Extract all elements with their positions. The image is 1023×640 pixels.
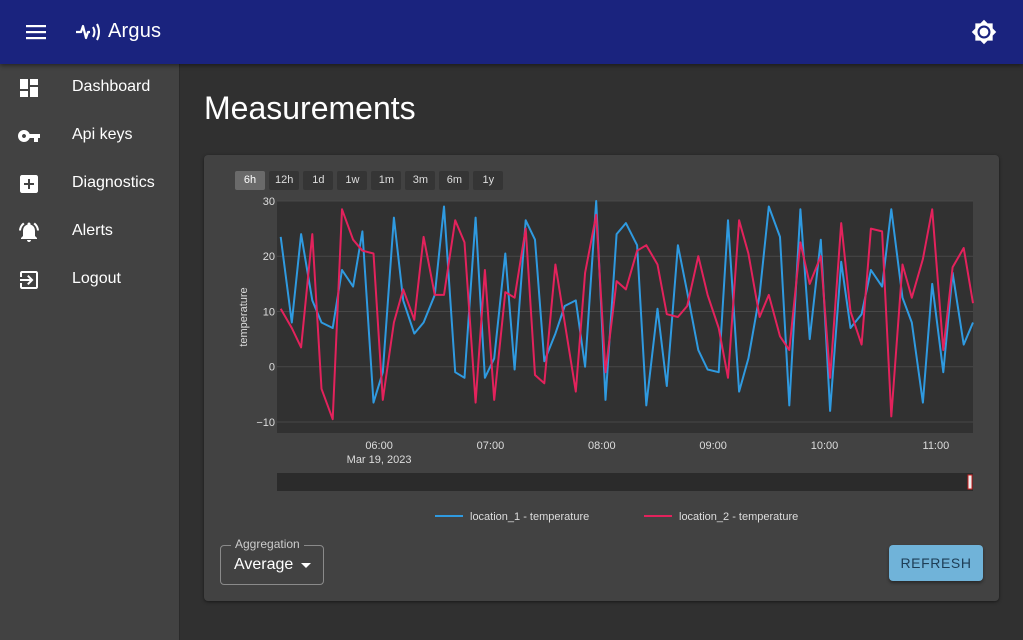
y-axis-label: temperature (238, 287, 250, 346)
pulse-logo-icon (75, 19, 103, 45)
caret-down-icon (301, 563, 311, 568)
range-button-1m[interactable]: 1m (371, 171, 402, 190)
sidebar-item-label: Diagnostics (72, 174, 155, 191)
key-icon (17, 124, 41, 148)
x-tick-label: 06:00 (365, 440, 393, 452)
range-button-6h[interactable]: 6h (235, 171, 265, 190)
y-tick-label: 30 (263, 196, 275, 208)
page-title: Measurements (204, 90, 416, 126)
brightness-icon[interactable] (971, 19, 997, 45)
sidebar-item-label: Logout (72, 270, 121, 287)
range-button-6m[interactable]: 6m (439, 171, 470, 190)
dashboard-icon (17, 76, 41, 100)
x-tick-sublabel: Mar 19, 2023 (347, 454, 412, 466)
sidebar-item-api-keys[interactable]: Api keys (0, 112, 179, 160)
sidebar-item-alerts[interactable]: Alerts (0, 208, 179, 256)
aggregation-value: Average (234, 556, 294, 573)
sidebar-item-logout[interactable]: Logout (0, 256, 179, 304)
x-tick-label: 07:00 (477, 440, 505, 452)
range-button-1w[interactable]: 1w (337, 171, 368, 190)
sidebar-item-diagnostics[interactable]: Diagnostics (0, 160, 179, 208)
medical-plus-icon (17, 172, 41, 196)
refresh-button[interactable]: REFRESH (889, 545, 983, 581)
series-line-2 (279, 208, 974, 421)
range-selector: 6h 12h 1d 1w 1m 3m 6m 1y (235, 171, 504, 190)
range-button-12h[interactable]: 12h (269, 171, 300, 190)
y-tick-label: 0 (269, 362, 275, 374)
bell-alert-icon (17, 220, 41, 244)
range-slider-track (277, 473, 973, 491)
range-button-3m[interactable]: 3m (405, 171, 436, 190)
aggregation-label: Aggregation (231, 537, 304, 551)
sidebar-item-label: Dashboard (72, 78, 151, 95)
plot-area (277, 201, 973, 433)
y-tick-label: −10 (256, 417, 275, 429)
y-tick-label: 10 (263, 306, 275, 318)
sidebar-item-dashboard[interactable]: Dashboard (0, 64, 179, 112)
y-tick-label: 20 (263, 251, 275, 263)
app-bar: Argus (0, 0, 1023, 64)
legend-entry: location_2 - temperature (679, 511, 798, 523)
temperature-chart: 30 20 10 0 −10 temperature 06:00 Mar 19, 2023 07… (238, 196, 974, 523)
range-button-1y[interactable]: 1y (473, 171, 504, 190)
measurements-card: 30 20 10 0 −10 temperature 06:00 Mar 19, 2023 07… (204, 155, 999, 601)
sidebar: Dashboard Api keys Diagnostics Alerts Lo… (0, 64, 180, 640)
app-title: Argus (108, 20, 162, 42)
x-tick-label: 08:00 (588, 440, 616, 452)
x-tick-label: 10:00 (811, 440, 839, 452)
logout-icon (17, 268, 41, 292)
range-button-1d[interactable]: 1d (303, 171, 334, 190)
range-slider-handle (967, 474, 973, 490)
sidebar-item-label: Api keys (72, 126, 133, 143)
aggregation-select[interactable]: Aggregation Average (220, 537, 324, 585)
legend-entry: location_1 - temperature (470, 511, 589, 523)
series-line-1 (279, 200, 974, 412)
x-tick-label: 11:00 (923, 440, 950, 452)
sidebar-item-label: Alerts (72, 222, 113, 239)
menu-icon[interactable] (22, 20, 50, 44)
x-tick-label: 09:00 (699, 440, 727, 452)
